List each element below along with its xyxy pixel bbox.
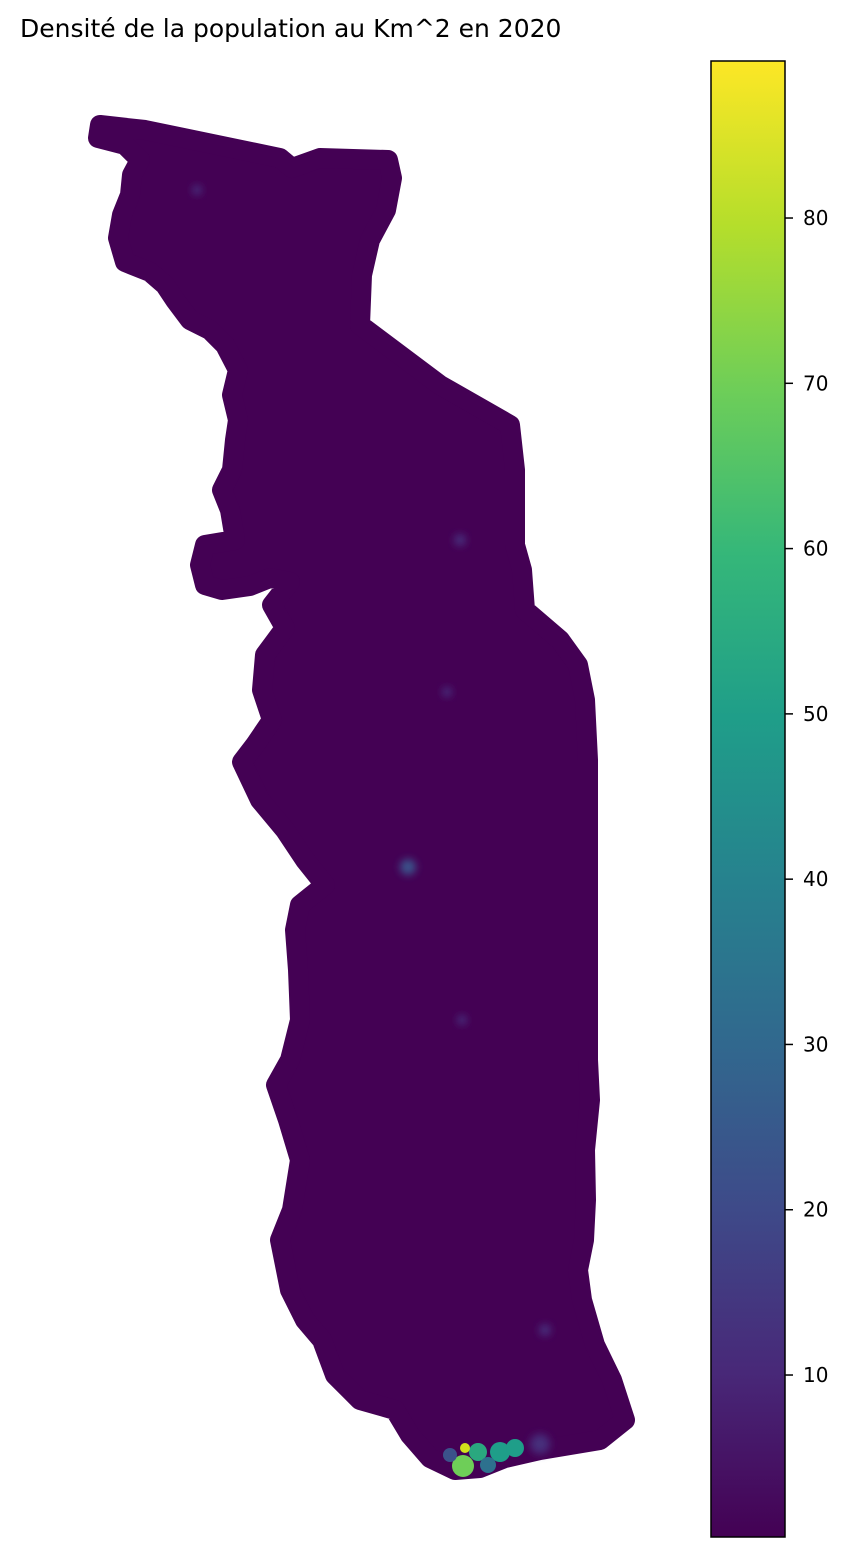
density-hotspot-8 [400,859,416,875]
density-hotspot-13 [539,1324,551,1336]
colorbar-tick-label-60: 60 [803,537,828,561]
colorbar-tick-label-80: 80 [803,206,828,230]
density-hotspot-10 [442,687,452,697]
density-hotspot-3 [460,1443,470,1453]
chart-title: Densité de la population au Km^2 en 2020 [20,14,562,43]
density-hotspot-1 [469,1443,487,1461]
colorbar-tick-label-10: 10 [803,1363,828,1387]
density-hotspot-12 [457,1015,467,1025]
density-hotspot-2 [490,1442,510,1462]
colorbar-tick-label-70: 70 [803,371,828,395]
colorbar-tick-label-50: 50 [803,702,828,726]
colorbar-tick-label-20: 20 [803,1198,828,1222]
colorbar-ticks: 10 20 30 40 50 60 70 80 [785,206,828,1387]
density-hotspot-6 [443,1448,457,1462]
density-hotspots [192,185,551,1477]
density-hotspot-7 [530,1434,550,1454]
colorbar-tick-label-30: 30 [803,1032,828,1056]
density-hotspot-11 [192,185,202,195]
density-hotspot-4 [506,1439,524,1457]
togo-country-shape [88,115,635,1480]
density-hotspot-9 [454,534,466,546]
density-hotspot-0 [452,1455,474,1477]
density-hotspot-5 [480,1457,496,1473]
colorbar-gradient [710,60,786,1538]
colorbar-tick-label-40: 40 [803,867,828,891]
